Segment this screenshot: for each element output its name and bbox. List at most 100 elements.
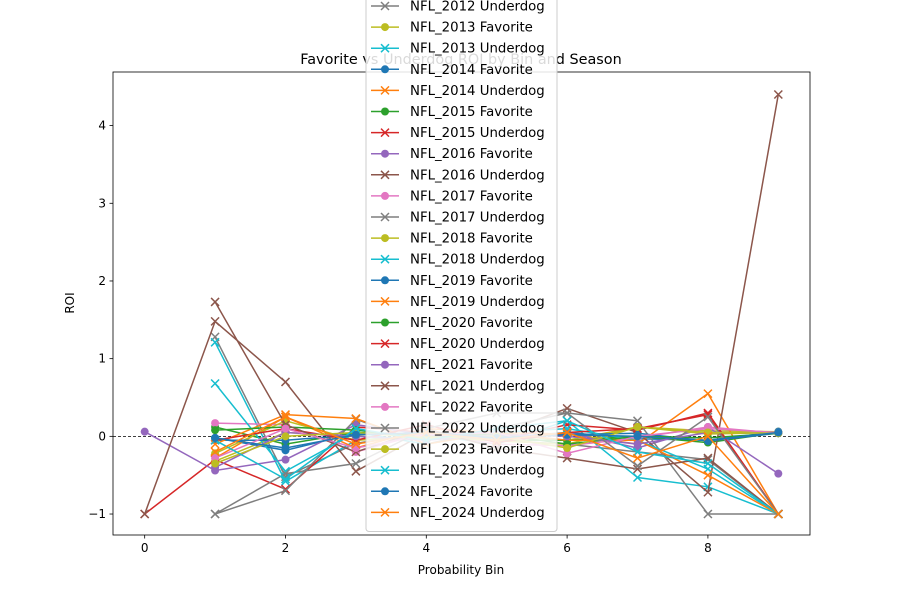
legend-marker [380, 296, 390, 306]
legend-entry: NFL_2017 Underdog [371, 211, 545, 226]
legend-label: NFL_2019 Underdog [410, 295, 545, 310]
data-point [633, 423, 642, 432]
legend-entry: NFL_2018 Favorite [371, 232, 533, 247]
data-point [210, 297, 220, 307]
data-point [351, 439, 361, 449]
data-point [280, 412, 291, 422]
legend-entry: NFL_2016 Favorite [371, 147, 533, 162]
legend-label: NFL_2015 Underdog [410, 126, 545, 141]
data-point [280, 474, 291, 484]
data-point [211, 426, 220, 435]
data-point [703, 487, 713, 497]
y-tick-label: 4 [98, 119, 106, 133]
data-point [211, 433, 220, 442]
legend-marker [380, 423, 390, 433]
legend-marker [381, 191, 389, 200]
legend-label: NFL_2021 Favorite [410, 358, 533, 373]
legend-label: NFL_2022 Favorite [410, 400, 533, 415]
legend-marker [380, 170, 390, 180]
legend-label: NFL_2012 Underdog [410, 0, 545, 15]
data-point [140, 509, 150, 519]
data-point [351, 466, 361, 476]
legend-entry: NFL_2020 Underdog [371, 337, 545, 352]
legend-label: NFL_2017 Underdog [410, 211, 545, 226]
axes: 0 2 4 6 8 −1 0 1 2 3 4 [88, 71, 811, 555]
legend-box [365, 0, 558, 532]
data-point [562, 416, 572, 426]
legend-marker [380, 254, 390, 264]
data-point [632, 416, 643, 426]
legend-label: NFL_2016 Underdog [410, 168, 545, 183]
legend-entry: NFL_2016 Underdog [371, 168, 545, 183]
legend-marker [380, 465, 390, 475]
legend-label: NFL_2020 Favorite [410, 316, 533, 331]
data-point [562, 408, 572, 418]
data-point [703, 412, 713, 422]
data-point [703, 470, 713, 480]
legend-marker [380, 381, 390, 391]
legend-entry: NFL_2013 Favorite [371, 21, 533, 36]
data-point [563, 443, 572, 452]
data-point [211, 419, 220, 428]
legend-marker [381, 402, 389, 411]
legend-label: NFL_2013 Favorite [410, 21, 533, 36]
x-tick-label: 0 [141, 541, 149, 555]
data-point [632, 472, 643, 483]
legend-label: NFL_2019 Favorite [410, 274, 533, 289]
x-tick-label: 4 [422, 541, 430, 555]
legend-marker [380, 339, 390, 349]
legend-entry: NFL_2023 Underdog [371, 464, 545, 479]
data-point [281, 455, 290, 464]
data-point [632, 453, 643, 463]
y-tick-label: 2 [98, 274, 106, 288]
data-point [351, 413, 361, 424]
data-point [210, 447, 220, 457]
legend-label: NFL_2024 Favorite [410, 485, 533, 500]
legend-label: NFL_2015 Favorite [410, 105, 533, 120]
data-point [562, 424, 572, 434]
legend-entry: NFL_2021 Favorite [371, 358, 533, 373]
legend-marker [381, 234, 389, 243]
data-point [281, 443, 290, 452]
legend-label: NFL_2018 Favorite [410, 232, 533, 247]
legend-label: NFL_2024 Underdog [410, 506, 545, 521]
legend-marker [380, 43, 390, 53]
legend-marker [381, 487, 389, 496]
data-point [633, 440, 642, 449]
legend-entry: NFL_2019 Favorite [371, 274, 533, 289]
data-point [351, 443, 360, 452]
legend-entry: NFL_2020 Favorite [371, 316, 533, 331]
data-point [632, 464, 643, 474]
data-point [351, 424, 361, 434]
legend-marker [380, 128, 390, 138]
legend-label: NFL_2013 Underdog [410, 42, 545, 57]
x-axis-label: Probability Bin [418, 563, 504, 577]
data-point [351, 430, 360, 439]
legend-label: NFL_2014 Favorite [410, 63, 533, 78]
legend-marker [381, 23, 389, 32]
legend: NFL_2012 Underdog NFL_2013 Favorite NFL_20… [365, 0, 558, 532]
data-point [562, 427, 572, 437]
x-tick-label: 8 [704, 541, 712, 555]
data-point [351, 458, 361, 469]
legend-label: NFL_2017 Favorite [410, 189, 533, 204]
data-point [703, 458, 713, 469]
legend-label: NFL_2023 Favorite [410, 443, 533, 458]
data-point [633, 432, 642, 441]
data-point [703, 509, 713, 519]
data-point [210, 509, 220, 519]
legend-entry: NFL_2013 Underdog [371, 42, 545, 57]
legend-label: NFL_2014 Underdog [410, 84, 545, 99]
legend-entry: NFL_2014 Underdog [371, 84, 545, 99]
legend-marker [380, 1, 390, 11]
data-point [773, 509, 783, 519]
data-point [280, 486, 291, 496]
x-tick-label: 6 [563, 541, 571, 555]
legend-entry: NFL_2021 Underdog [371, 379, 545, 394]
data-point [280, 476, 291, 486]
data-point [703, 431, 713, 441]
data-point [210, 378, 220, 389]
legend-entry: NFL_2017 Favorite [371, 189, 533, 204]
legend-label: NFL_2023 Underdog [410, 464, 545, 479]
